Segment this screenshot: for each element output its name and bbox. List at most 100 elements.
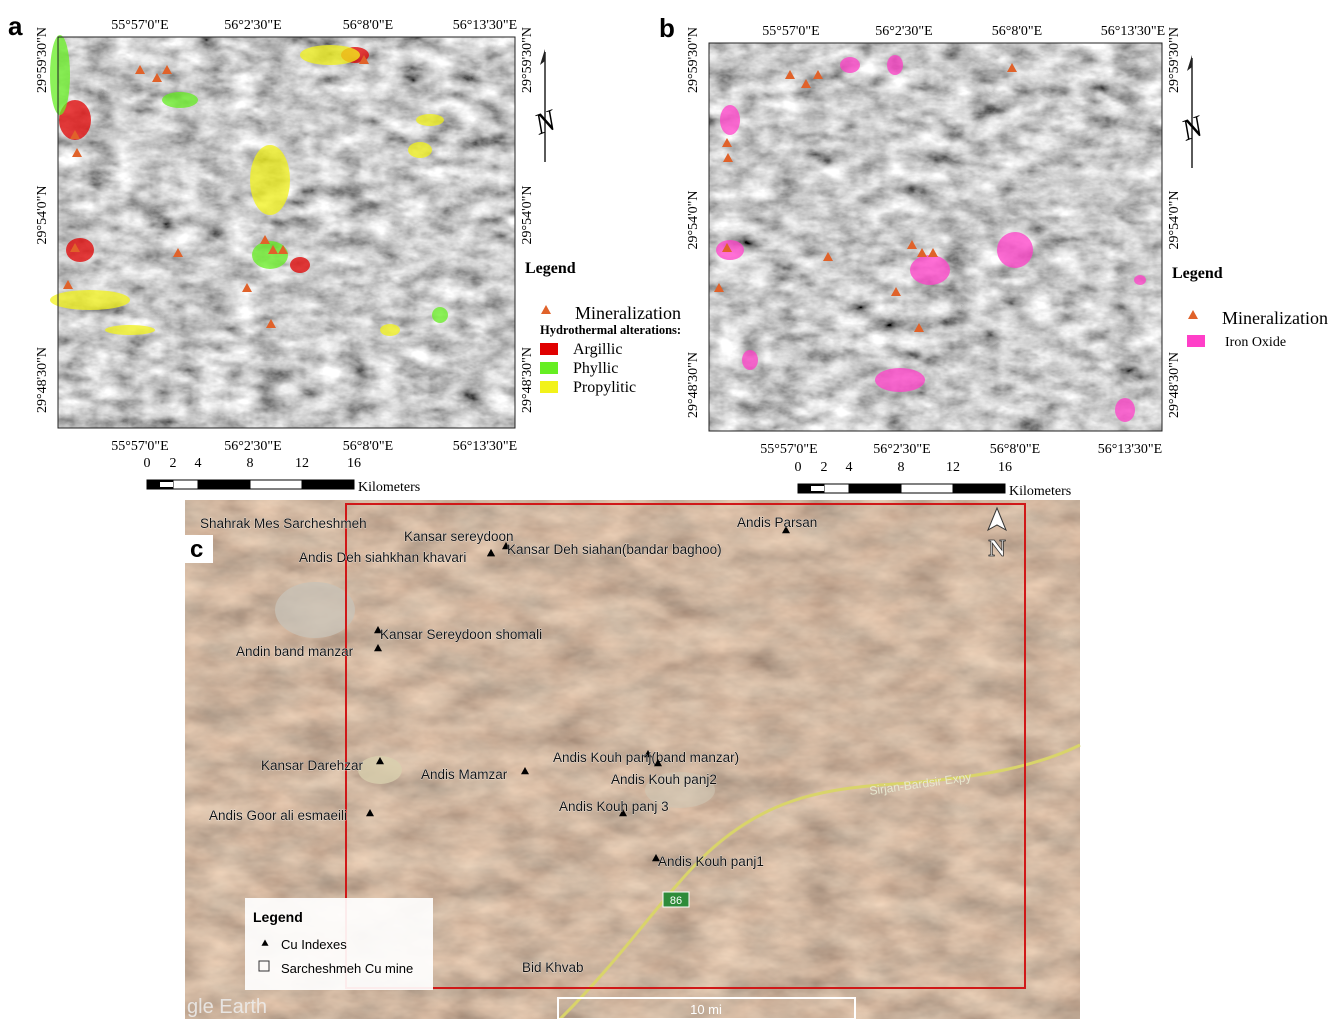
scale-label: 2	[821, 460, 828, 475]
scale-segment	[811, 486, 824, 491]
figure: a 55°57'0"E 55°57'0"E 56°2'30"E 56°2'30"E 56°…	[0, 0, 1338, 1019]
legend-label: Iron Oxide	[1225, 335, 1286, 350]
place-label: Shahrak Mes Sarcheshmeh	[200, 516, 367, 531]
place-label: Andis Deh siahkhan khavari	[299, 550, 466, 565]
legend-label: Phyllic	[573, 360, 618, 377]
longitude-label: 56°8'0"E	[343, 18, 393, 33]
place-label: Kansar Darehzar	[261, 758, 364, 773]
alteration-patch	[252, 241, 288, 269]
place-label: Andis Parsan	[737, 515, 817, 530]
legend-label: Argillic	[573, 341, 622, 358]
alteration-patch	[50, 35, 70, 115]
legend-label: Propylitic	[573, 379, 636, 396]
latitude-label: 29°59'30"N	[520, 27, 535, 93]
legend-title: Legend	[253, 909, 303, 925]
north-letter: N	[988, 536, 1006, 562]
scale-label: 12	[295, 456, 309, 471]
alteration-patch	[416, 114, 444, 126]
longitude-label: 56°13'30"E	[1098, 442, 1162, 457]
place-label: Andis Goor ali esmaeili	[209, 808, 347, 823]
latitude-label: 29°54'0"N	[686, 191, 701, 250]
longitude-label: 55°57'0"E	[760, 442, 817, 457]
place-label: Andis Kouh panj(band manzar)	[553, 750, 739, 765]
alteration-patch	[1134, 275, 1146, 285]
legend-label: Mineralization	[575, 303, 681, 323]
legend-label: Cu Indexes	[281, 937, 347, 952]
place-label: Kansar Deh siahan(bandar baghoo)	[507, 542, 722, 557]
scale-label: 4	[195, 456, 202, 471]
alteration-patch	[66, 238, 94, 262]
alteration-patch	[997, 232, 1033, 268]
alteration-patch	[300, 45, 360, 65]
scale-label: 16	[998, 460, 1012, 475]
place-label: Andis Kouh panj 3	[559, 799, 669, 814]
scale-segment	[824, 484, 849, 493]
latitude-label: 29°48'30"N	[1167, 352, 1182, 418]
legend-marker	[1188, 310, 1198, 319]
latitude-label: 29°54'0"N	[35, 186, 50, 245]
latitude-label: 29°59'30"N	[686, 27, 701, 93]
road-number: 86	[670, 895, 682, 907]
longitude-label: 56°2'30"E	[873, 442, 930, 457]
latitude-label: 29°59'30"N	[1167, 27, 1182, 93]
watermark: gle Earth	[187, 996, 267, 1018]
alteration-patch	[720, 105, 740, 135]
alteration-patch	[432, 307, 448, 323]
place-label: Andin band manzar	[236, 644, 354, 659]
longitude-label: 56°8'0"E	[992, 24, 1042, 39]
longitude-label: 56°13'30"E	[453, 18, 517, 33]
alteration-patch	[380, 324, 400, 336]
longitude-label: 56°2'30"E	[224, 439, 281, 454]
legend-title: Legend	[525, 260, 576, 277]
panel-label: a	[8, 11, 23, 41]
panel-label: c	[190, 536, 203, 563]
scale-segment	[953, 484, 1005, 493]
alteration-patch	[742, 350, 758, 370]
north-letter: N	[1176, 109, 1209, 148]
longitude-label: 56°13'30"E	[453, 439, 517, 454]
legend-swatch	[540, 362, 558, 374]
latitude-label: 29°54'0"N	[520, 186, 535, 245]
longitude-label: 56°13'30"E	[1101, 24, 1165, 39]
alteration-patch	[290, 257, 310, 273]
longitude-label: 56°8'0"E	[990, 442, 1040, 457]
longitude-label: 55°57'0"E	[111, 439, 168, 454]
place-label: Andis Kouh panj2	[611, 772, 717, 787]
scale-segment	[160, 482, 173, 487]
scale-label: 4	[846, 460, 853, 475]
alteration-patch	[50, 290, 130, 310]
scale-segment	[173, 480, 198, 489]
latitude-label: 29°54'0"N	[1167, 191, 1182, 250]
longitude-label: 56°8'0"E	[343, 439, 393, 454]
scale-segment	[198, 480, 250, 489]
scale-label: 0	[795, 460, 802, 475]
north-letter: N	[529, 103, 562, 142]
legend-label: Mineralization	[1222, 308, 1328, 328]
mine-pit	[275, 582, 355, 638]
legend-label: Sarcheshmeh Cu mine	[281, 961, 413, 976]
alteration-patch	[910, 255, 950, 285]
scale-segment	[302, 480, 354, 489]
place-label: Kansar Sereydoon shomali	[380, 627, 542, 642]
scale-segment	[901, 484, 953, 493]
scale-label: 0	[144, 456, 151, 471]
legend-swatch	[540, 381, 558, 393]
alteration-patch	[408, 142, 432, 158]
latitude-label: 29°48'30"N	[35, 347, 50, 413]
longitude-label: 55°57'0"E	[111, 18, 168, 33]
alteration-patch	[840, 57, 860, 73]
place-label: Kansar sereydoon	[404, 529, 514, 544]
legend-marker	[541, 305, 551, 314]
alteration-patch	[105, 325, 155, 335]
scale-label: 10 mi	[690, 1002, 722, 1017]
satellite-image	[58, 37, 515, 428]
alteration-patch	[1115, 398, 1135, 422]
scale-unit: Kilometers	[358, 480, 420, 495]
legend-swatch	[540, 343, 558, 355]
legend-swatch	[1187, 335, 1205, 347]
place-label: Andis Kouh panj1	[658, 854, 764, 869]
legend-title: Legend	[1172, 265, 1223, 282]
scale-segment	[849, 484, 901, 493]
place-label: Bid Khvab	[522, 960, 584, 975]
alteration-patch	[162, 92, 198, 108]
